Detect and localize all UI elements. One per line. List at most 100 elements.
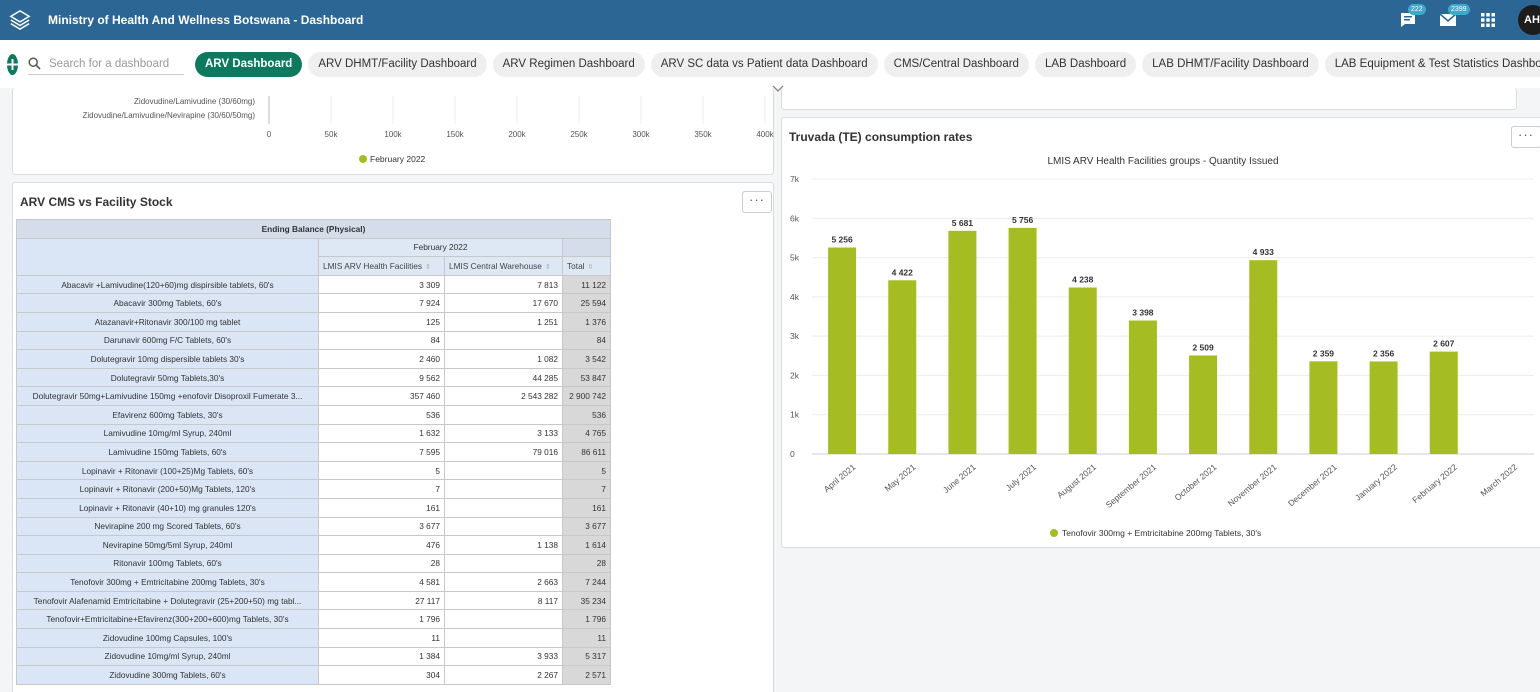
dashboard-tab[interactable]: ARV Regimen Dashboard (492, 51, 645, 77)
table-row: Tenofovir 300mg + Emtricitabine 200mg Ta… (16, 572, 611, 592)
mini-tick-label: 100k (384, 130, 402, 139)
dashboard-tab[interactable]: LAB Dashboard (1034, 51, 1137, 77)
chart-legend[interactable]: Tenofovir 300mg + Emtricitabine 200mg Ta… (1050, 528, 1261, 538)
table-cell-total: 53 847 (562, 367, 611, 388)
table-cell-total: 35 234 (562, 590, 611, 611)
mini-row-label: Zidovudine/Lamivudine/Nevirapine (30/60/… (82, 111, 255, 120)
plus-icon (7, 58, 18, 70)
table-cell-cw: 44 285 (444, 367, 563, 388)
mail-button[interactable]: 2399 (1438, 4, 1470, 30)
user-avatar[interactable]: AH (1518, 5, 1540, 35)
app-title: Ministry of Health And Wellness Botswana… (48, 13, 364, 27)
x-category-label: November 2021 (1226, 462, 1279, 509)
sort-icon: ⇳ (544, 263, 551, 271)
dashboard-tab[interactable]: ARV SC data vs Patient data Dashboard (650, 51, 878, 77)
table-cell-name: Ritonavir 100mg Tablets, 60's (16, 553, 319, 574)
x-category-label: January 2022 (1353, 462, 1399, 503)
search-input[interactable] (49, 57, 184, 70)
chart-bar[interactable] (1309, 361, 1338, 454)
mini-legend-label: February 2022 (370, 154, 426, 164)
chart-bar[interactable] (948, 230, 977, 454)
apps-grid-button[interactable] (1478, 10, 1498, 30)
cms-more-button[interactable]: ··· (742, 191, 772, 213)
col-header-health-facilities[interactable]: LMIS ARV Health Facilities ⇳ (318, 256, 445, 276)
table-cell-total: 28 (562, 553, 611, 574)
table-cell-cw: 3 133 (444, 423, 563, 444)
add-dashboard-button[interactable] (7, 53, 18, 75)
table-cell-total: 4 765 (562, 423, 611, 444)
chart-bar[interactable] (1068, 287, 1097, 454)
bar-value-label: 4 238 (1072, 275, 1094, 285)
y-tick-label: 6k (790, 213, 800, 223)
table-cell-name: Dolutegravir 50mg+Lamivudine 150mg +enof… (16, 386, 319, 406)
chart-bar[interactable] (1008, 227, 1037, 454)
table-cell-hf: 1 632 (318, 423, 445, 444)
dashboard-tab[interactable]: ARV DHMT/Facility Dashboard (308, 51, 487, 77)
chart-bar[interactable] (1128, 320, 1157, 454)
table-cell-name: Abacavir 300mg Tablets, 60's (16, 293, 319, 313)
chart-bar[interactable] (1429, 351, 1458, 454)
chevron-down-icon[interactable] (772, 84, 784, 94)
table-cell-hf: 357 460 (318, 386, 445, 406)
mini-tick-label: 250k (570, 130, 588, 139)
table-cell-total: 3 542 (562, 349, 611, 369)
dashboard-tab[interactable]: LAB DHMT/Facility Dashboard (1142, 51, 1319, 77)
bar-value-label: 2 359 (1313, 348, 1335, 358)
chart-bar[interactable] (828, 247, 857, 454)
table-cell-name: Tenofovir Alafenamid Emtricitabine + Dol… (16, 590, 319, 611)
table-cell-total: 1 376 (562, 311, 611, 332)
table-cell-hf: 2 460 (318, 349, 445, 369)
mini-tick-label: 300k (632, 130, 650, 139)
dashboard-tab[interactable]: LAB Equipment & Test Statistics Dashboar… (1324, 51, 1540, 77)
mini-legend[interactable]: February 2022 (359, 154, 425, 164)
table-row: Zidovudine 100mg Capsules, 100's 11 11 (16, 628, 611, 648)
table-cell-name: Zidovudine 100mg Capsules, 100's (16, 628, 319, 648)
table-cell-name: Efavirenz 600mg Tablets, 30's (16, 404, 319, 425)
x-category-label: June 2021 (941, 462, 978, 495)
table-row: Dolutegravir 50mg+Lamivudine 150mg +enof… (16, 386, 611, 406)
table-row: Darunavir 600mg F/C Tablets, 60's 84 84 (16, 330, 611, 351)
chart-bar[interactable] (1369, 361, 1398, 454)
table-cell-hf: 27 117 (318, 590, 445, 611)
x-category-label: October 2021 (1172, 462, 1218, 503)
bar-value-label: 5 756 (1012, 215, 1034, 225)
table-row: Lamivudine 10mg/ml Syrup, 240ml 1 632 3 13… (16, 423, 611, 444)
x-category-label: December 2021 (1286, 462, 1339, 509)
table-cell-cw: 7 813 (444, 274, 563, 295)
table-group-header: Ending Balance (Physical) (16, 219, 611, 239)
chat-button[interactable]: 222 (1398, 4, 1426, 30)
bar-value-label: 3 398 (1132, 308, 1154, 318)
chart-bar[interactable] (1189, 355, 1218, 454)
truvada-panel-title: Truvada (TE) consumption rates (789, 130, 973, 144)
y-tick-label: 5k (790, 253, 800, 263)
app-logo-icon[interactable] (9, 9, 31, 31)
table-cell-cw (444, 516, 563, 537)
bar-value-label: 4 422 (892, 267, 914, 277)
table-cell-cw (444, 330, 563, 351)
truvada-more-button[interactable]: ··· (1511, 126, 1540, 148)
table-cell-name: Dolutegravir 50mg Tablets,30's (16, 367, 319, 388)
table-cell-cw (444, 553, 563, 574)
table-row: Abacavir 300mg Tablets, 60's 7 924 17 670 2… (16, 293, 611, 313)
table-cell-total: 1 796 (562, 609, 611, 630)
chart-subtitle: LMIS ARV Health Facilities groups - Quan… (1047, 156, 1279, 167)
table-cell-cw: 8 117 (444, 590, 563, 611)
table-cell-hf: 7 595 (318, 442, 445, 462)
right-upper-panel (781, 88, 1517, 110)
table-row: Tenofovir Alafenamid Emtricitabine + Dol… (16, 590, 611, 611)
table-cell-hf: 536 (318, 404, 445, 425)
chart-bar[interactable] (888, 280, 917, 454)
search-icon (28, 57, 41, 70)
legend-dot-icon (1050, 529, 1058, 537)
table-cell-cw: 17 670 (444, 293, 563, 313)
dashboard-tab[interactable]: ARV Dashboard (195, 51, 303, 77)
col-header-total[interactable]: Total ⇳ (562, 256, 611, 276)
col-header-central-warehouse[interactable]: LMIS Central Warehouse ⇳ (444, 256, 563, 276)
chart-bar[interactable] (1249, 260, 1278, 454)
table-cell-hf: 7 924 (318, 293, 445, 313)
table-cell-hf: 5 (318, 460, 445, 481)
bar-value-label: 2 356 (1373, 348, 1395, 358)
table-cell-cw (444, 609, 563, 630)
table-cell-total: 84 (562, 330, 611, 351)
dashboard-tab[interactable]: CMS/Central Dashboard (883, 51, 1029, 77)
